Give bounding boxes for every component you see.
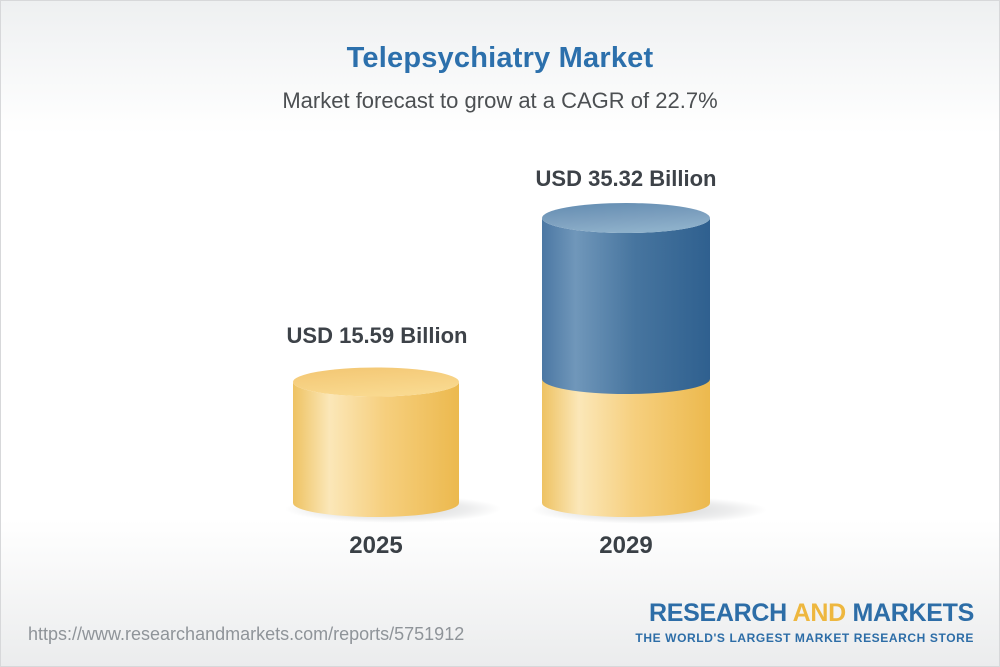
value-label-2029: USD 35.32 Billion xyxy=(535,166,717,191)
report-url[interactable]: https://www.researchandmarkets.com/repor… xyxy=(28,624,465,644)
bar-2029-base-segment xyxy=(542,379,710,517)
chart-subtitle: Market forecast to grow at a CAGR of 22.… xyxy=(282,88,718,113)
logo-word-and: AND xyxy=(792,599,847,627)
bar-2029-forecast-segment xyxy=(542,218,710,394)
bar-2025-cylinder xyxy=(293,367,459,517)
logo-word-research: RESEARCH xyxy=(648,599,787,627)
category-label-2025: 2025 xyxy=(349,532,403,559)
logo-tagline: THE WORLD'S LARGEST MARKET RESEARCH STOR… xyxy=(635,630,974,645)
research-and-markets-logo: RESEARCH AND MARKETS THE WORLD'S LARGEST… xyxy=(635,599,974,645)
bar-2029-cylinder xyxy=(542,203,710,517)
value-label-2025: USD 15.59 Billion xyxy=(286,323,468,348)
chart-title: Telepsychiatry Market xyxy=(346,42,654,74)
logo-word-markets: MARKETS xyxy=(852,599,974,627)
logo-wordmark: RESEARCH AND MARKETS xyxy=(635,599,974,628)
category-label-2029: 2029 xyxy=(599,532,653,559)
